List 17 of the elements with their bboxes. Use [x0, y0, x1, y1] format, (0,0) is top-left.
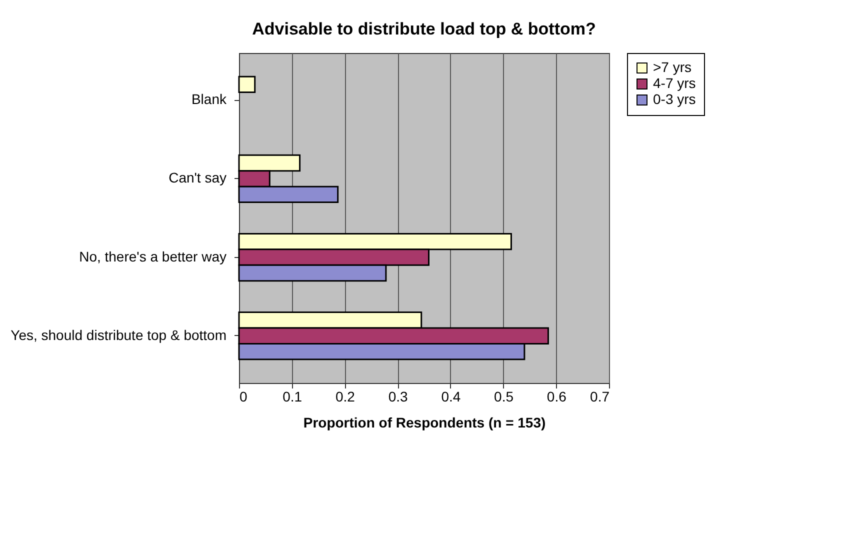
x-tick-label: 0.7 [590, 388, 610, 404]
x-tick-label: 0.2 [335, 388, 356, 404]
chart-title: Advisable to distribute load top & bottom? [252, 20, 596, 38]
y-tick-label: Can't say [168, 170, 226, 186]
x-tick-label: 0 [240, 388, 248, 404]
x-tick-label: 0.6 [546, 388, 567, 404]
legend-label: 4-7 yrs [653, 75, 696, 91]
x-tick-label: 0.3 [388, 388, 408, 404]
x-tick-label: 0.5 [494, 388, 514, 404]
y-tick-label: Blank [191, 91, 228, 108]
x-axis-title: Proportion of Respondents (n = 153) [303, 414, 546, 430]
x-tick-label: 0.1 [282, 388, 302, 404]
legend-label: >7 yrs [653, 59, 692, 75]
y-tick-label: Yes, should distribute top & bottom [10, 326, 226, 343]
legend-label: 0-3 yrs [653, 91, 696, 107]
x-tick-label: 0.4 [441, 388, 461, 404]
y-tick-label: No, there's a better way [79, 248, 226, 264]
